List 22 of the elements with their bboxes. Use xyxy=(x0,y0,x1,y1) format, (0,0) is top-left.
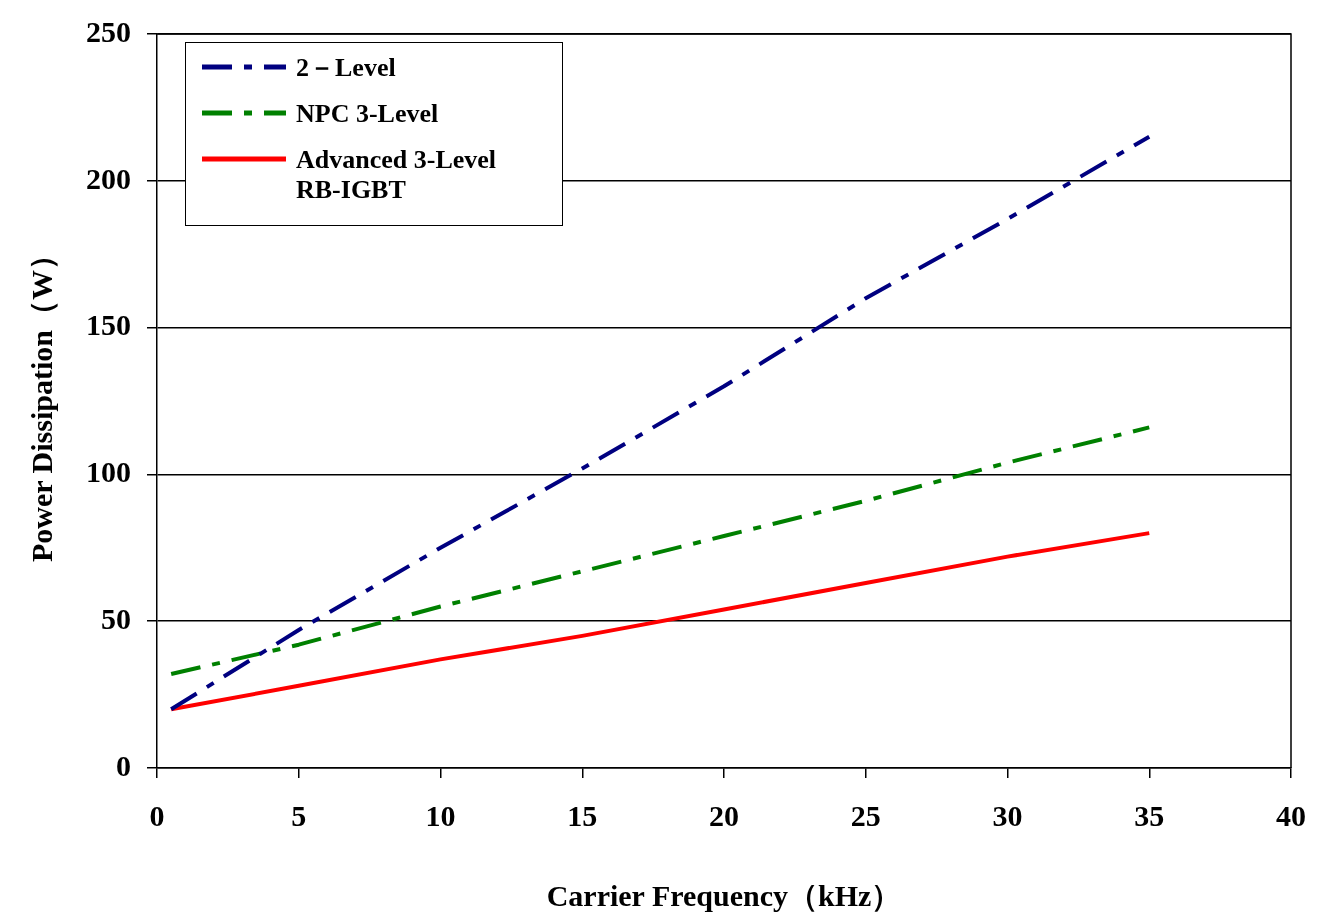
line-series xyxy=(169,425,1152,677)
line-series xyxy=(169,134,1152,712)
x-tick-label: 40 xyxy=(1276,798,1306,832)
x-tick-label: 0 xyxy=(149,798,165,832)
y-tick-label: 250 xyxy=(86,14,131,48)
x-tick-label: 25 xyxy=(850,798,881,832)
x-tick-label: 5 xyxy=(291,798,307,832)
y-tick-label: 50 xyxy=(101,601,131,635)
y-tick-label: 100 xyxy=(86,455,131,489)
y-axis-title: Power Dissipation（W） xyxy=(24,240,58,562)
legend-label: 2－Level xyxy=(296,53,397,83)
x-tick-label: 35 xyxy=(1134,798,1165,832)
x-tick-label: 15 xyxy=(567,798,598,832)
x-axis-title: Carrier Frequency（kHz） xyxy=(546,878,902,912)
legend-label: Advanced 3-Level RB-IGBT xyxy=(296,145,498,205)
x-tick-label: 10 xyxy=(425,798,456,832)
y-tick-label: 150 xyxy=(86,308,131,342)
x-tick-label: 30 xyxy=(992,798,1023,832)
x-tick-label: 20 xyxy=(709,798,739,832)
legend-label: NPC 3-Level xyxy=(296,99,440,129)
y-tick-label: 0 xyxy=(116,748,131,782)
y-tick-label: 200 xyxy=(86,161,131,195)
